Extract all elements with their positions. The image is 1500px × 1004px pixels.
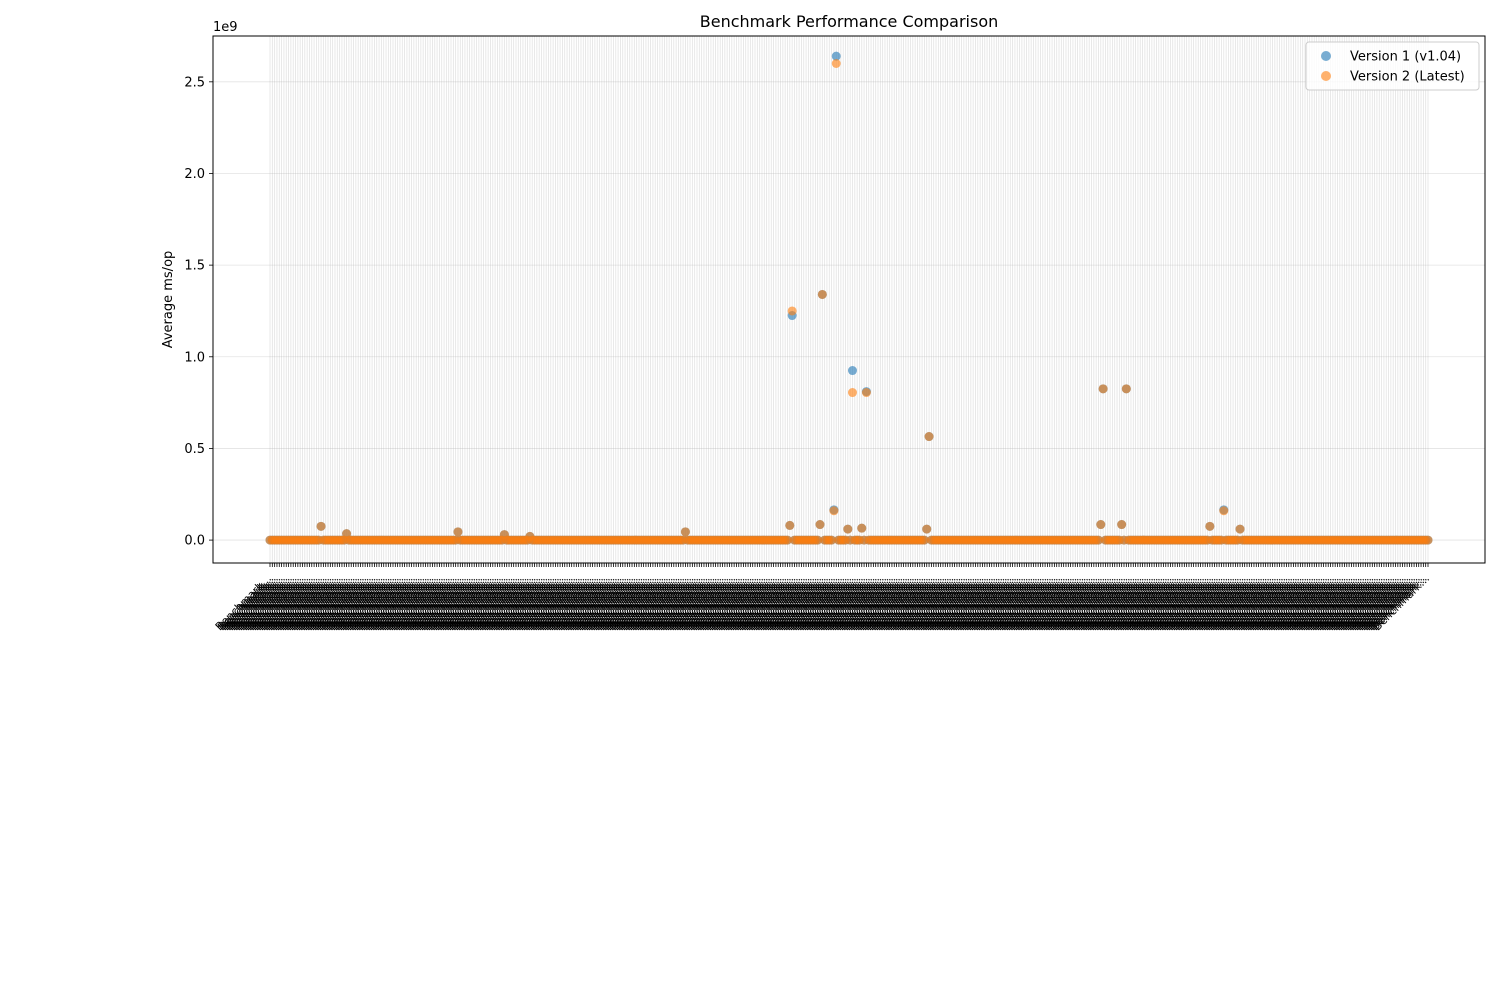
y-axis-ticks: 0.0 0.5 1.0 1.5 2.0 2.5 (184, 75, 213, 549)
y-axis-offset-text: 1e9 (213, 20, 238, 35)
point-version-2 (785, 520, 795, 530)
legend-label-version-2: Version 2 (Latest) (1350, 70, 1465, 85)
y-tick-label: 0.0 (184, 534, 205, 549)
y-tick-label: 2.0 (184, 167, 205, 182)
point-version-2 (817, 289, 827, 299)
point-version-2 (1117, 520, 1127, 530)
point-version-2 (1098, 384, 1108, 394)
legend-marker-version-2 (1321, 71, 1331, 81)
data-points (265, 51, 1433, 545)
point-version-2 (1219, 506, 1229, 516)
point-version-2 (787, 306, 797, 316)
point-version-2 (924, 432, 934, 442)
legend: Version 1 (v1.04) Version 2 (Latest) (1305, 41, 1480, 91)
point-version-2 (1093, 535, 1103, 545)
point-version-2 (1096, 520, 1106, 530)
point-version-2 (316, 521, 326, 531)
point-version-2 (922, 524, 932, 534)
y-axis-label: Average ms/op (161, 251, 176, 349)
point-version-1 (831, 51, 841, 61)
point-version-2 (1205, 521, 1215, 531)
point-version-2 (1121, 384, 1131, 394)
y-tick-label: 1.0 (184, 350, 205, 365)
grid (213, 36, 1485, 563)
legend-marker-version-1 (1321, 51, 1331, 61)
plot-frame (212, 35, 1486, 564)
legend-box (1305, 41, 1480, 91)
point-version-2 (847, 388, 857, 398)
axes (212, 35, 1486, 564)
point-version-2 (813, 535, 823, 545)
point-version-2 (843, 524, 853, 534)
point-version-2 (815, 520, 825, 530)
y-tick-label: 2.5 (184, 75, 205, 90)
point-version-2 (857, 523, 867, 533)
point-version-2 (783, 535, 793, 545)
point-version-1 (847, 366, 857, 376)
x-axis-ticks: Benchmark…Benchmark…Benchmark…Benchmark…… (213, 563, 1432, 633)
y-tick-label: 0.5 (184, 442, 205, 457)
point-version-2 (680, 527, 690, 537)
point-version-2 (1235, 524, 1245, 534)
point-version-2 (827, 535, 837, 545)
point-version-2 (919, 535, 929, 545)
point-version-2 (453, 527, 463, 537)
point-version-2 (829, 506, 839, 516)
point-version-2 (1423, 535, 1433, 545)
legend-label-version-1: Version 1 (v1.04) (1350, 50, 1461, 65)
point-version-2 (831, 58, 841, 68)
chart-title: Benchmark Performance Comparison (700, 12, 999, 31)
y-tick-label: 1.5 (184, 259, 205, 274)
point-version-2 (861, 388, 871, 398)
